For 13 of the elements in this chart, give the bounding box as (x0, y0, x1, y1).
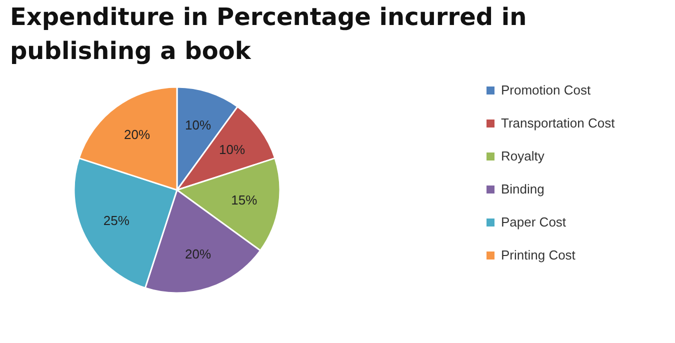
data-label: 25% (103, 212, 130, 228)
data-label: 15% (231, 192, 258, 208)
data-label: 20% (185, 246, 212, 262)
legend-label: Paper Cost (501, 214, 566, 230)
chart-title: Expenditure in Percentage incurred in publishing a book (10, 3, 527, 65)
data-label: 10% (185, 117, 212, 132)
legend-label: Promotion Cost (501, 82, 591, 98)
data-label: 10% (219, 142, 246, 158)
legend-label: Transportation Cost (501, 116, 616, 130)
legend-label: Binding (501, 182, 544, 196)
data-label: 20% (124, 126, 150, 142)
legend-label: Printing Cost (501, 248, 576, 262)
legend-label: Royalty (501, 148, 545, 164)
